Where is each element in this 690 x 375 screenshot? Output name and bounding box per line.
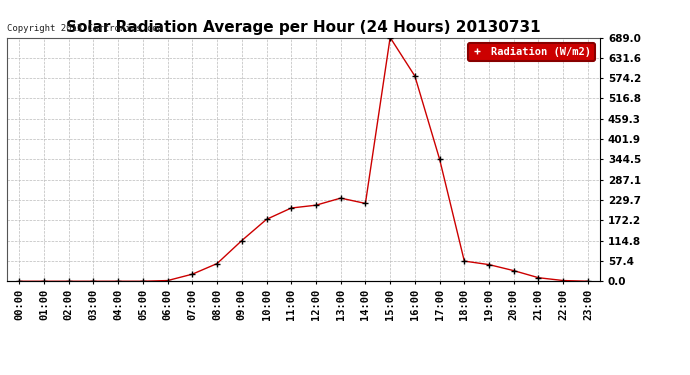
Text: Copyright 2013 Cartronics.com: Copyright 2013 Cartronics.com xyxy=(7,24,163,33)
Legend: Radiation (W/m2): Radiation (W/m2) xyxy=(468,43,595,61)
Title: Solar Radiation Average per Hour (24 Hours) 20130731: Solar Radiation Average per Hour (24 Hou… xyxy=(66,20,541,35)
